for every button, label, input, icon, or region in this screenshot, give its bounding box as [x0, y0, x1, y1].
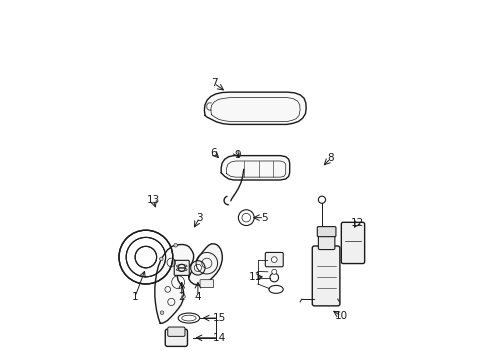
- Circle shape: [190, 261, 204, 275]
- Text: 6: 6: [210, 148, 217, 158]
- Text: 9: 9: [234, 150, 240, 160]
- Circle shape: [271, 269, 276, 274]
- Text: 7: 7: [210, 78, 217, 88]
- Text: 13: 13: [146, 195, 160, 205]
- Ellipse shape: [182, 315, 196, 321]
- Polygon shape: [204, 92, 305, 125]
- FancyBboxPatch shape: [317, 226, 335, 237]
- Text: 15: 15: [212, 313, 225, 323]
- Circle shape: [119, 230, 172, 284]
- FancyBboxPatch shape: [174, 260, 189, 275]
- Text: 10: 10: [334, 311, 347, 321]
- Text: 11: 11: [248, 272, 262, 282]
- Circle shape: [238, 210, 254, 226]
- Circle shape: [174, 243, 177, 247]
- Circle shape: [194, 264, 201, 271]
- Text: 2: 2: [178, 292, 184, 302]
- Circle shape: [182, 295, 185, 298]
- Ellipse shape: [178, 313, 199, 323]
- FancyBboxPatch shape: [341, 222, 364, 264]
- FancyBboxPatch shape: [265, 252, 283, 267]
- Polygon shape: [155, 244, 193, 323]
- FancyBboxPatch shape: [167, 327, 184, 336]
- Polygon shape: [221, 156, 289, 180]
- Circle shape: [269, 273, 278, 282]
- FancyBboxPatch shape: [318, 233, 334, 249]
- Circle shape: [159, 257, 163, 261]
- Text: 4: 4: [194, 292, 201, 302]
- Circle shape: [242, 213, 250, 222]
- Ellipse shape: [268, 285, 283, 293]
- Text: 5: 5: [261, 213, 267, 222]
- Circle shape: [271, 257, 277, 262]
- Text: 12: 12: [350, 218, 364, 228]
- Text: 14: 14: [212, 333, 225, 343]
- FancyBboxPatch shape: [165, 329, 187, 346]
- FancyBboxPatch shape: [312, 246, 339, 306]
- FancyBboxPatch shape: [200, 280, 213, 288]
- Text: 8: 8: [326, 153, 333, 163]
- Text: 3: 3: [196, 213, 203, 222]
- Circle shape: [160, 311, 163, 315]
- Polygon shape: [188, 244, 222, 285]
- Text: 1: 1: [132, 292, 138, 302]
